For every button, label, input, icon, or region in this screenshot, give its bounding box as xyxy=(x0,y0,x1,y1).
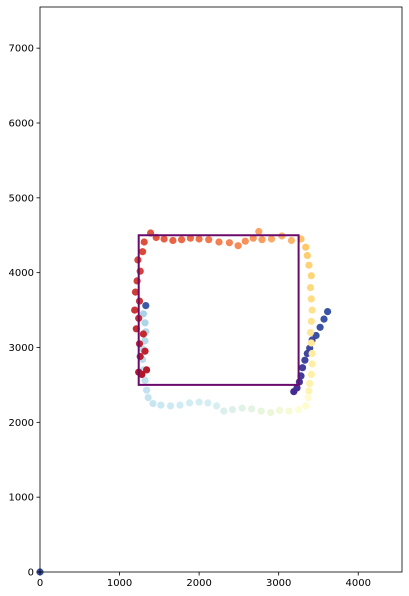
data-point-88 xyxy=(241,237,249,245)
data-point-8 xyxy=(301,356,309,364)
data-point-43 xyxy=(195,398,203,406)
data-point-62 xyxy=(143,366,151,374)
data-point-69 xyxy=(131,306,139,314)
y-tick-label: 1000 xyxy=(9,493,34,504)
data-point-26 xyxy=(305,261,313,269)
data-point-14 xyxy=(305,387,313,395)
data-point-37 xyxy=(248,405,256,413)
y-tick-label: 6000 xyxy=(9,118,34,129)
data-point-48 xyxy=(149,400,157,408)
data-point-89 xyxy=(249,234,257,242)
data-point-1 xyxy=(324,308,332,316)
data-point-21 xyxy=(307,317,315,325)
data-point-50 xyxy=(143,386,151,394)
data-point-84 xyxy=(205,236,213,244)
x-tick-label: 4000 xyxy=(346,578,371,589)
data-point-83 xyxy=(195,235,203,243)
data-point-61 xyxy=(138,370,146,378)
data-point-2 xyxy=(320,315,328,323)
data-point-91 xyxy=(255,227,263,236)
data-point-38 xyxy=(238,404,246,412)
y-tick-label: 2000 xyxy=(9,418,34,429)
data-point-55 xyxy=(141,337,149,345)
axes: 0 1000 2000 3000 4000 0 1000 2000 3000 4000 5000 60… xyxy=(9,6,403,589)
data-point-44 xyxy=(186,399,194,407)
data-point-24 xyxy=(306,284,315,292)
data-point-35 xyxy=(267,409,275,417)
data-point-79 xyxy=(160,235,168,243)
data-point-34 xyxy=(275,406,284,414)
data-point-87 xyxy=(234,242,242,250)
data-point-32 xyxy=(295,406,303,414)
data-point-27 xyxy=(303,251,311,260)
data-point-13 xyxy=(290,388,298,396)
x-tick-label: 1000 xyxy=(107,578,132,589)
data-point-9 xyxy=(298,364,307,372)
data-point-15 xyxy=(306,379,314,387)
data-point-59 xyxy=(142,302,150,310)
data-point-64 xyxy=(141,347,149,355)
data-point-28 xyxy=(302,243,310,251)
data-point-25 xyxy=(307,272,315,280)
data-point-49 xyxy=(144,394,152,402)
data-point-57 xyxy=(141,319,149,327)
data-point-90 xyxy=(258,236,266,244)
data-point-73 xyxy=(136,267,144,275)
data-point-33 xyxy=(285,407,293,415)
data-point-19 xyxy=(307,339,315,347)
data-point-20 xyxy=(306,328,315,337)
data-points xyxy=(36,227,332,576)
data-point-42 xyxy=(204,399,212,407)
data-point-51 xyxy=(141,376,149,384)
data-point-3 xyxy=(316,323,324,331)
data-point-76 xyxy=(140,238,148,246)
data-point-18 xyxy=(308,349,316,358)
data-point-31 xyxy=(302,402,310,410)
data-point-66 xyxy=(139,330,147,338)
data-point-41 xyxy=(213,402,221,410)
data-point-22 xyxy=(308,306,316,314)
x-tick-label: 0 xyxy=(37,578,43,589)
data-point-71 xyxy=(131,288,140,296)
data-point-75 xyxy=(139,248,147,256)
y-tick-label: 5000 xyxy=(9,193,34,204)
y-tick-label: 7000 xyxy=(9,44,34,55)
data-point-40 xyxy=(220,407,228,415)
x-tick-label: 2000 xyxy=(186,578,211,589)
data-point-46 xyxy=(166,402,175,410)
data-point-94 xyxy=(287,236,295,245)
plot-frame xyxy=(39,6,403,573)
data-point-30 xyxy=(304,394,312,402)
y-tick-label: 3000 xyxy=(9,343,34,354)
x-tick-label: 3000 xyxy=(266,578,291,589)
data-point-81 xyxy=(178,236,186,244)
y-tick-label: 0 xyxy=(28,568,34,579)
data-point-58 xyxy=(139,310,147,318)
data-point-39 xyxy=(228,406,237,414)
data-point-17 xyxy=(308,360,316,368)
data-point-80 xyxy=(169,236,177,245)
data-point-45 xyxy=(176,401,184,409)
bounding-rectangle xyxy=(137,234,300,386)
data-point-82 xyxy=(186,234,194,242)
data-point-23 xyxy=(307,295,315,303)
y-tick-label: 4000 xyxy=(9,268,34,279)
data-point-92 xyxy=(267,235,276,243)
data-point-16 xyxy=(307,370,315,378)
data-point-86 xyxy=(225,239,233,247)
data-point-85 xyxy=(215,238,223,246)
data-point-47 xyxy=(157,401,165,409)
data-point-36 xyxy=(257,407,265,415)
